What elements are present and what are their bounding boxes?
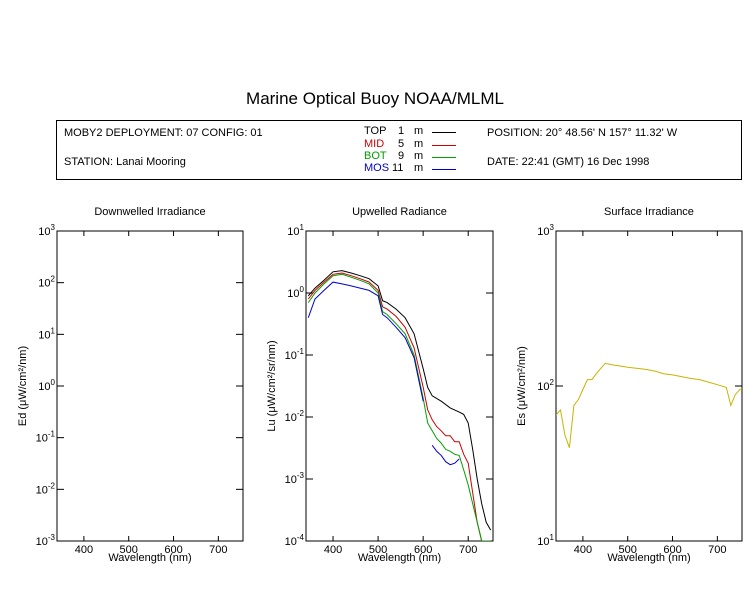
x-tick-label: 600 [663, 544, 681, 556]
x-tick-label: 400 [324, 544, 342, 556]
x-tick-label: 600 [164, 544, 182, 556]
x-axis-label: Wavelength (nm) [607, 552, 690, 564]
y-tick-label: 10-2 [36, 481, 56, 496]
page-title: Marine Optical Buoy NOAA/MLML [246, 89, 504, 108]
plot-panel-1: Upwelled Radiance 400 500 600 700 Wavelength … [266, 206, 494, 564]
deployment-text: MOBY2 DEPLOYMENT: 07 CONFIG: 01 [64, 127, 263, 139]
x-axis-label: Wavelength (nm) [358, 552, 441, 564]
x-tick-label: 400 [75, 544, 93, 556]
legend-line-mos [432, 169, 456, 170]
y-tick-label: 102 [537, 378, 554, 393]
legend-name-bot: BOT [364, 150, 387, 162]
y-tick-label: 10-2 [285, 409, 305, 424]
x-axis-label: Wavelength (nm) [108, 552, 191, 564]
series-line-top [307, 270, 492, 531]
plot-frame [305, 230, 494, 542]
legend-unit-top: m [414, 125, 424, 137]
position-text: POSITION: 20° 48.56' N 157° 11.32' W [487, 127, 678, 139]
legend-depth-mid: 5 [398, 138, 405, 150]
series-line-bot [307, 273, 491, 541]
x-tick-label: 600 [414, 544, 432, 556]
plot-frame [56, 230, 244, 542]
y-axis-label: Es (μW/cm²/nm) [516, 346, 528, 426]
legend-unit-bot: m [414, 150, 424, 162]
plot-title: Upwelled Radiance [352, 206, 447, 218]
legend-depth-bot: 9 [398, 150, 405, 162]
y-tick-label: 103 [537, 223, 554, 238]
info-box [56, 120, 742, 180]
y-tick-label: 101 [287, 223, 304, 238]
plot-title: Surface Irradiance [604, 206, 694, 218]
series-line-mos [431, 444, 460, 466]
plot-frame [555, 230, 743, 542]
legend-line-top [432, 132, 456, 133]
y-tick-label: 10-1 [285, 347, 305, 362]
series-line-mid [307, 272, 491, 541]
y-tick-label: 100 [38, 378, 55, 393]
y-tick-label: 101 [537, 533, 554, 548]
y-tick-label: 10-3 [36, 533, 56, 548]
legend-unit-mid: m [414, 138, 424, 150]
x-tick-label: 700 [459, 544, 477, 556]
date-text: DATE: 22:41 (GMT) 16 Dec 1998 [487, 156, 650, 168]
x-tick-label: 700 [209, 544, 227, 556]
series-line-mos [307, 281, 424, 402]
x-tick-label: 500 [369, 544, 387, 556]
legend-line-mid [432, 145, 456, 146]
plot-panel-0: Downwelled Irradiance 400 500 600 700 Wavelen… [17, 206, 244, 564]
y-tick-label: 10-3 [285, 471, 305, 486]
legend-depth-mos: 11 [392, 162, 404, 174]
y-tick-label: 103 [38, 223, 55, 238]
legend-name-top: TOP [364, 125, 387, 137]
x-tick-label: 700 [708, 544, 726, 556]
y-tick-label: 10-1 [36, 430, 56, 445]
plot-title: Downwelled Irradiance [94, 206, 205, 218]
y-tick-label: 10-4 [285, 533, 305, 548]
x-tick-label: 500 [120, 544, 138, 556]
y-tick-label: 102 [38, 275, 55, 290]
y-axis-label: Ed (μW/cm²/nm) [17, 346, 29, 426]
plot-panel-2: Surface Irradiance 400 500 600 700 Wavelength… [516, 206, 743, 564]
x-tick-label: 400 [574, 544, 592, 556]
series-line-es [556, 362, 742, 448]
legend-depth-top: 1 [398, 125, 405, 137]
x-tick-label: 500 [619, 544, 637, 556]
legend-name-mos: MOS [364, 162, 390, 174]
legend-line-bot [432, 157, 456, 158]
legend-name-mid: MID [364, 138, 385, 150]
y-tick-label: 100 [287, 285, 304, 300]
station-text: STATION: Lanai Mooring [64, 156, 186, 168]
legend-unit-mos: m [414, 162, 424, 174]
y-axis-label: Lu (μW/cm²/sr/nm) [266, 340, 278, 431]
y-tick-label: 101 [38, 326, 55, 341]
